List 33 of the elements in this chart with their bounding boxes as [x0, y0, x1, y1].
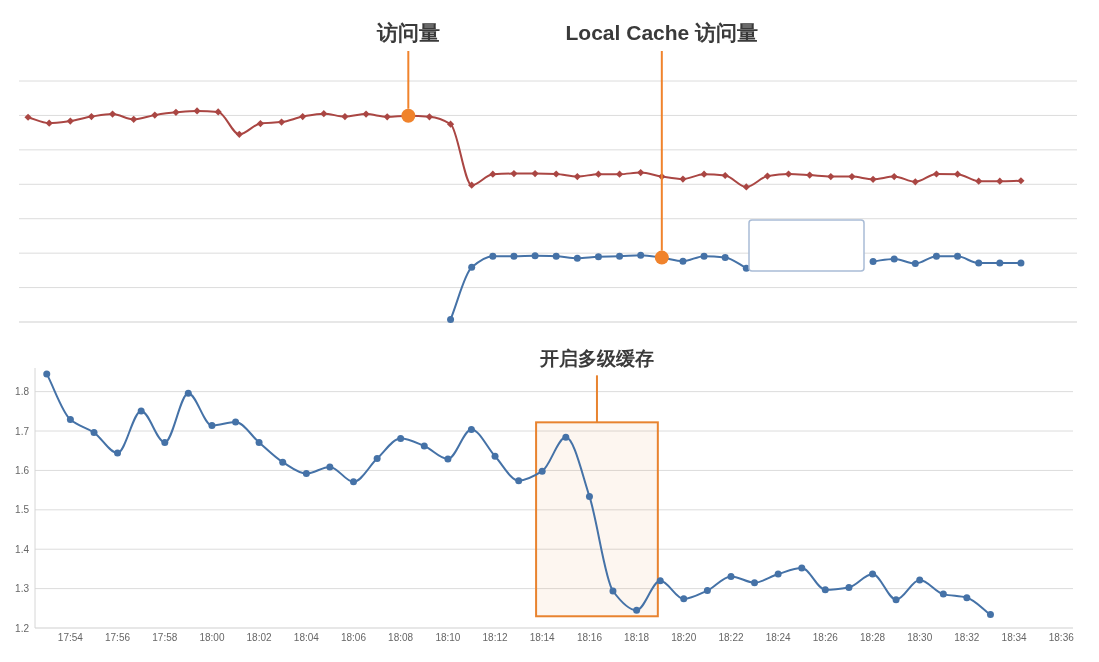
x-tick-label: 18:02 [246, 632, 272, 643]
x-tick-label: 17:58 [152, 632, 178, 643]
x-tick-label: 18:14 [529, 632, 555, 643]
x-tick-label: 17:56 [105, 632, 131, 643]
x-tick-label: 18:04 [293, 632, 319, 643]
x-tick-label: 18:26 [812, 632, 838, 643]
x-tick-label: 18:08 [388, 632, 414, 643]
y-tick-label: 1.7 [15, 425, 29, 437]
y-tick-label: 1.3 [15, 583, 29, 595]
annotation: Local Cache 访问量 [565, 21, 759, 265]
x-tick-label: 18:22 [718, 632, 744, 643]
x-tick-label: 18:20 [671, 632, 697, 643]
x-tick-label: 18:12 [482, 632, 508, 643]
x-tick-label: 18:24 [765, 632, 791, 643]
y-tick-label: 1.6 [15, 464, 29, 476]
y-tick-label: 1.5 [15, 504, 29, 516]
x-tick-label: 18:18 [624, 632, 650, 643]
x-tick-label: 17:54 [57, 632, 83, 643]
x-tick-label: 18:06 [341, 632, 366, 643]
band-label: 开启多级缓存 [538, 348, 654, 370]
y-tick-label: 1.2 [15, 622, 29, 634]
x-tick-label: 18:32 [954, 632, 980, 643]
x-tick-label: 18:16 [576, 632, 602, 643]
annotation: 访问量 [376, 21, 440, 123]
x-tick-label: 18:28 [860, 632, 886, 643]
y-tick-label: 1.4 [15, 543, 29, 555]
y-tick-label: 1.8 [15, 386, 29, 398]
x-tick-label: 18:34 [1001, 632, 1027, 643]
x-tick-label: 18:30 [907, 632, 933, 643]
band: 开启多级缓存 [535, 348, 659, 618]
x-tick-label: 18:10 [435, 632, 461, 643]
x-tick-label: 18:00 [199, 632, 225, 643]
x-tick-label: 18:36 [1048, 632, 1074, 643]
